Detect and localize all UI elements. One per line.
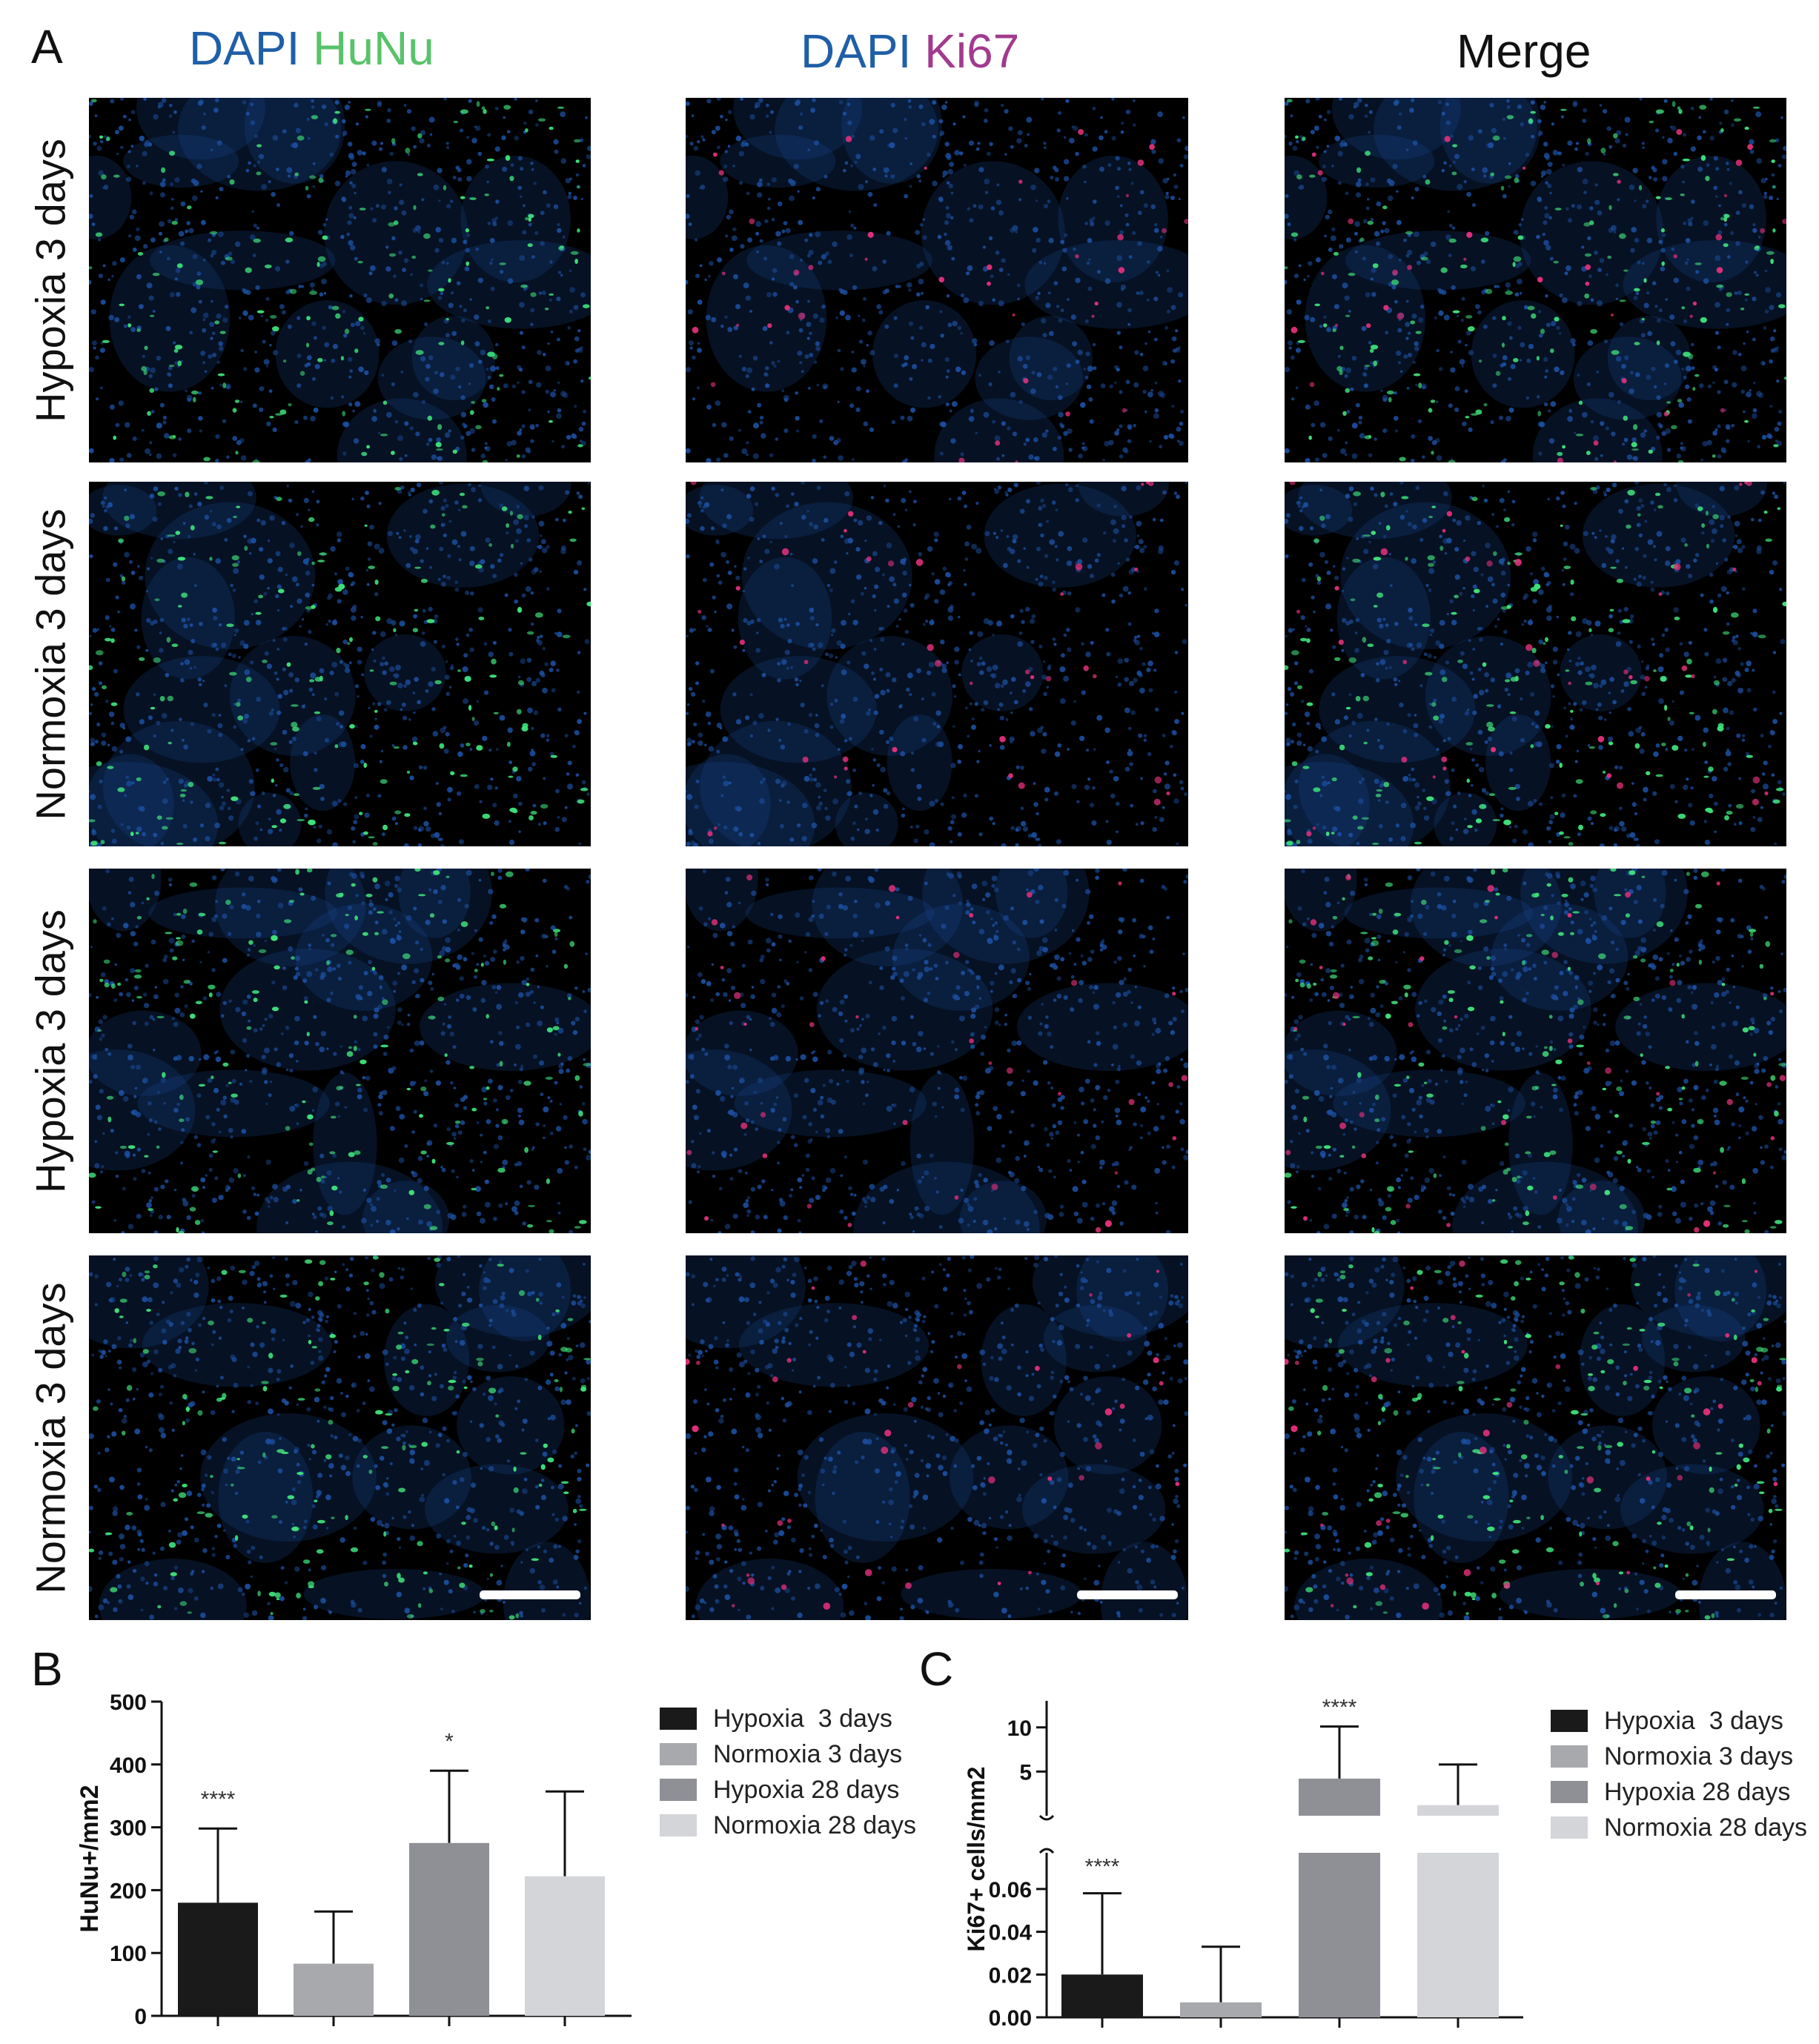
legend-swatch: [1551, 1816, 1588, 1839]
legend-swatch: [1551, 1781, 1588, 1803]
row-label: Hypoxia 3 days: [27, 909, 74, 1193]
column-title-part: [299, 21, 313, 75]
panel-letter-a: A: [31, 20, 63, 73]
legend-swatch: [1551, 1745, 1588, 1768]
legend-label: Normoxia 28 days: [1604, 1813, 1808, 1842]
legend-label: Hypoxia 3 days: [713, 1704, 892, 1733]
legend-item: Normoxia 28 days: [1551, 1810, 1807, 1845]
y-tick-label: 5: [1019, 1760, 1032, 1785]
y-axis-label: Ki67+ cells/mm2: [963, 1767, 990, 1952]
significance-marker: ****: [1085, 1855, 1120, 1879]
y-tick-label: 500: [110, 1690, 147, 1715]
legend-swatch: [660, 1743, 697, 1765]
significance-marker: *: [445, 1729, 454, 1753]
significance-marker: ****: [1322, 1696, 1357, 1720]
micrograph-row4-col1: [89, 1255, 591, 1620]
bar-lower: [1417, 1853, 1499, 2017]
bar: [1180, 2002, 1262, 2017]
legend-item: Hypoxia 28 days: [660, 1772, 916, 1808]
legend-c: Hypoxia 3 days Normoxia 3 days Hypoxia 28 …: [1551, 1703, 1807, 1845]
y-tick-label: 0.06: [989, 1878, 1032, 1902]
legend-item: Hypoxia 3 days: [1551, 1703, 1807, 1739]
bar-lower: [1299, 1853, 1380, 2017]
legend-swatch: [660, 1708, 697, 1730]
micrograph-row3-col3: [1285, 869, 1786, 1233]
scale-bar: [1675, 1590, 1776, 1599]
legend-label: Hypoxia 28 days: [713, 1775, 900, 1804]
y-tick-label: 0.04: [989, 1921, 1033, 1945]
legend-label: Normoxia 3 days: [713, 1739, 903, 1768]
legend-swatch: [1551, 1710, 1588, 1732]
y-tick-label: 0.00: [989, 2006, 1032, 2031]
legend-label: Normoxia 3 days: [1604, 1742, 1794, 1771]
legend-label: Hypoxia 3 days: [1604, 1706, 1783, 1735]
bar-upper: [1417, 1805, 1499, 1816]
y-tick-label: 0: [134, 2005, 147, 2029]
significance-marker: ****: [201, 1787, 236, 1811]
legend-item: Hypoxia 3 days: [660, 1701, 916, 1736]
micrograph-row4-col3: [1285, 1255, 1786, 1620]
micrograph-row2-col1: [89, 482, 591, 846]
y-tick-label: 100: [110, 1942, 147, 1966]
column-title-part: HuNu: [313, 21, 434, 75]
micrograph-row2-col3: [1285, 482, 1786, 846]
bar: [178, 1902, 258, 2016]
y-axis-label: HuNu+/mm2: [76, 1785, 104, 1932]
axis-break: [1038, 1848, 1055, 1854]
micrograph-row2-col2: [686, 482, 1188, 846]
legend-b: Hypoxia 3 days Normoxia 3 days Hypoxia 28 …: [660, 1701, 916, 1843]
column-title-dapi-ki67: DAPI Ki67: [801, 24, 1019, 79]
micrograph-row1-col2: [686, 98, 1188, 462]
y-tick-label: 400: [110, 1753, 147, 1778]
legend-item: Hypoxia 28 days: [1551, 1774, 1807, 1810]
micrograph-row3-col2: [686, 869, 1188, 1233]
column-title-part: DAPI: [189, 21, 300, 75]
y-tick-label: 0.02: [989, 1963, 1032, 1988]
y-tick-label: 300: [110, 1816, 147, 1841]
bar: [409, 1842, 489, 2016]
legend-label: Normoxia 28 days: [713, 1811, 917, 1839]
legend-item: Normoxia 3 days: [660, 1736, 916, 1772]
micrograph-row3-col1: [89, 869, 591, 1233]
axis-break: [1038, 1814, 1055, 1821]
legend-swatch: [660, 1814, 697, 1836]
legend-swatch: [660, 1779, 697, 1801]
row-label: Hypoxia 3 days: [27, 139, 74, 422]
micrograph-row1-col3: [1285, 98, 1786, 462]
legend-label: Hypoxia 28 days: [1604, 1777, 1791, 1806]
panel-letter-c: C: [919, 1642, 954, 1696]
bar: [1061, 1974, 1143, 2017]
bar: [294, 1963, 374, 2016]
y-tick-label: 200: [110, 1879, 147, 1903]
legend-item: Normoxia 3 days: [1551, 1739, 1807, 1774]
column-title-part: [911, 24, 924, 78]
chart-c-ki67: Ki67+ cells/mm2 0.00 0.02 0.04 0.06 5 10 **** **…: [963, 1696, 1523, 2031]
row-label: Normoxia 3 days: [27, 1282, 74, 1594]
bar-upper: [1299, 1778, 1380, 1816]
scale-bar: [480, 1590, 580, 1599]
micrograph-row4-col2: [686, 1255, 1188, 1620]
column-title-part: Ki67: [924, 24, 1020, 78]
row-label: Normoxia 3 days: [27, 508, 74, 820]
column-title-part: Merge: [1457, 24, 1591, 78]
micrograph-row1-col1: [89, 98, 591, 462]
column-title-merge: Merge: [1457, 24, 1591, 79]
column-title-dapi-hunu: DAPI HuNu: [189, 21, 434, 76]
column-title-part: DAPI: [801, 24, 912, 78]
scale-bar: [1077, 1590, 1178, 1599]
panel-letter-b: B: [31, 1642, 63, 1696]
bar: [525, 1876, 605, 2016]
legend-item: Normoxia 28 days: [660, 1808, 916, 1843]
y-tick-label: 10: [1007, 1716, 1032, 1741]
